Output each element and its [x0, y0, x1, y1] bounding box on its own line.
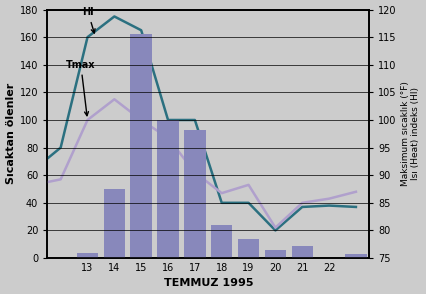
- Bar: [104, 189, 125, 258]
- Bar: [238, 239, 259, 258]
- Bar: [77, 253, 98, 258]
- X-axis label: TEMMUZ 1995: TEMMUZ 1995: [164, 278, 253, 288]
- Bar: [265, 250, 286, 258]
- Y-axis label: Sıcaktan ölenler: Sıcaktan ölenler: [6, 83, 16, 184]
- Text: HI: HI: [82, 7, 95, 33]
- Y-axis label: Maksimum sıcaklık (°F)
Isı (Heat) indeks (HI): Maksimum sıcaklık (°F) Isı (Heat) indeks…: [401, 81, 420, 186]
- Bar: [184, 130, 206, 258]
- Bar: [345, 254, 367, 258]
- Bar: [157, 120, 179, 258]
- Bar: [130, 34, 152, 258]
- Bar: [211, 225, 233, 258]
- Text: Tmax: Tmax: [66, 59, 95, 116]
- Bar: [291, 245, 313, 258]
